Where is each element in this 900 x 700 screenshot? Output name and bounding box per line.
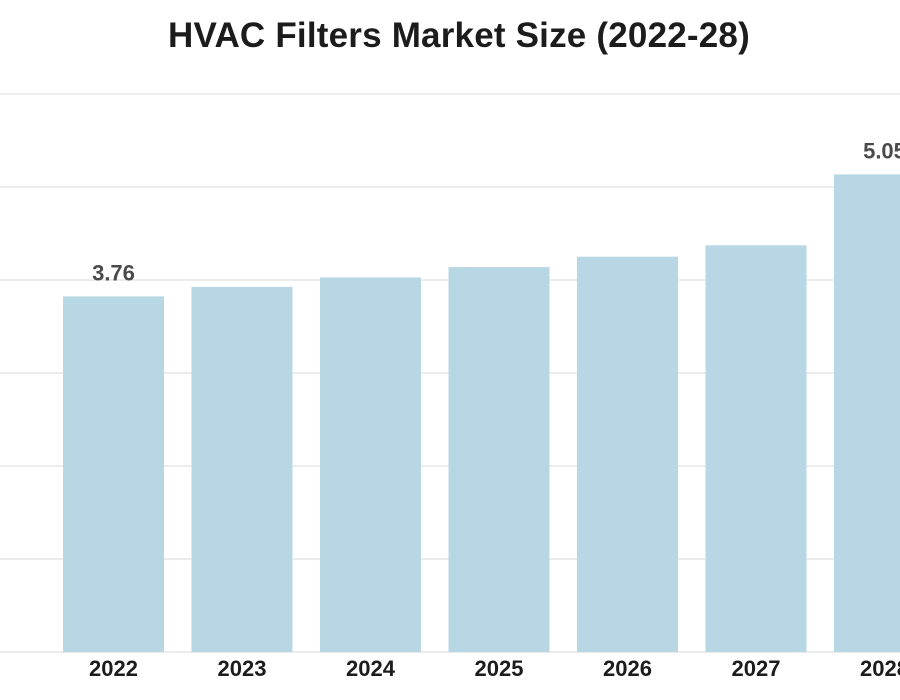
data-label-2028: 5.05 bbox=[863, 138, 900, 163]
x-tick-label-2026: 2026 bbox=[603, 656, 652, 681]
bar-2025 bbox=[448, 267, 550, 652]
data-labels: 3.76 5.05 bbox=[92, 138, 900, 285]
x-axis-tick-labels: 2022 2023 2024 2025 2026 2027 2028 bbox=[89, 656, 900, 681]
x-tick-label-2027: 2027 bbox=[732, 656, 781, 681]
x-tick-label-2028: 2028 bbox=[860, 656, 900, 681]
bar-2028 bbox=[834, 174, 900, 652]
bar-2026 bbox=[577, 256, 678, 652]
bar-2027 bbox=[705, 245, 807, 653]
bars bbox=[63, 174, 900, 653]
x-tick-label-2023: 2023 bbox=[218, 656, 267, 681]
data-label-2022: 3.76 bbox=[92, 260, 135, 285]
chart-title: HVAC Filters Market Size (2022-28) bbox=[168, 16, 750, 55]
x-tick-label-2022: 2022 bbox=[89, 656, 138, 681]
bar-2022 bbox=[63, 296, 164, 652]
bar-2024 bbox=[320, 277, 421, 652]
x-tick-label-2025: 2025 bbox=[475, 656, 524, 681]
bar-2023 bbox=[191, 286, 293, 652]
x-tick-label-2024: 2024 bbox=[346, 656, 396, 681]
